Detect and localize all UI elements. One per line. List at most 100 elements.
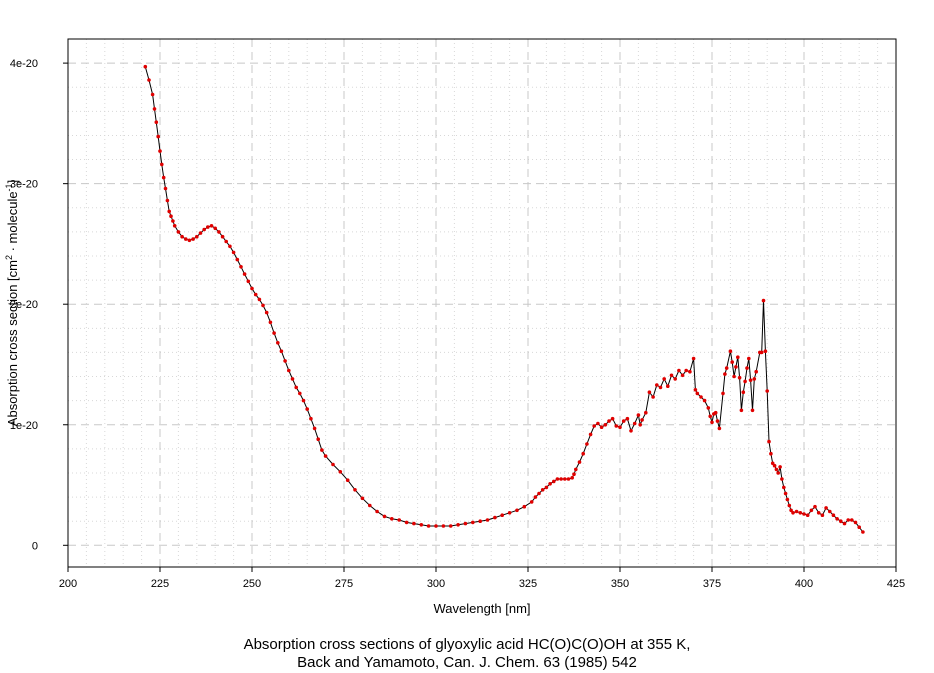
data-point	[180, 234, 184, 239]
data-point	[456, 523, 460, 527]
data-point	[750, 408, 755, 413]
data-point	[638, 423, 642, 427]
data-point	[360, 496, 365, 501]
data-point	[165, 198, 170, 203]
data-point	[390, 517, 394, 521]
data-point	[463, 521, 468, 526]
data-point	[448, 524, 453, 528]
x-tick-label: 300	[427, 578, 445, 590]
data-point	[846, 518, 850, 522]
data-point	[767, 439, 771, 444]
data-point	[730, 360, 734, 364]
data-point	[555, 477, 560, 481]
data-point	[688, 369, 692, 374]
data-point	[167, 209, 171, 214]
data-point	[163, 186, 168, 191]
data-point	[548, 482, 552, 486]
data-point	[625, 416, 630, 421]
data-point	[522, 504, 527, 509]
x-tick-label: 200	[59, 578, 77, 590]
data-point	[283, 359, 287, 363]
data-point	[734, 365, 738, 369]
data-point	[618, 425, 622, 430]
data-point	[152, 107, 157, 111]
data-point	[412, 521, 416, 526]
data-point	[759, 350, 764, 355]
data-point	[209, 224, 214, 228]
data-point	[375, 509, 379, 514]
data-point	[614, 424, 619, 428]
data-point	[739, 408, 744, 413]
data-point	[397, 518, 402, 522]
data-point	[636, 413, 641, 417]
data-point	[805, 513, 810, 517]
data-point	[741, 390, 746, 395]
data-point	[655, 383, 659, 387]
x-axis-ticks: 200 225 250 275 300 325 350 375 400 425	[59, 567, 905, 590]
chart-caption-line2: Back and Yamamoto, Can. J. Chem. 63 (198…	[297, 654, 637, 671]
series-glyoxylic-acid	[143, 64, 865, 534]
data-point	[831, 513, 836, 517]
data-point	[171, 219, 175, 223]
data-point	[577, 460, 582, 464]
data-point	[835, 517, 839, 521]
data-point	[629, 429, 633, 433]
data-point	[294, 385, 299, 390]
data-point	[272, 331, 276, 335]
data-point	[853, 520, 858, 525]
x-tick-label: 325	[519, 578, 537, 590]
plot-frame	[67, 38, 897, 568]
data-point	[798, 511, 803, 515]
data-point	[213, 226, 217, 231]
data-point	[143, 64, 148, 69]
data-point	[662, 377, 666, 381]
data-point	[794, 509, 799, 514]
data-point	[206, 225, 210, 229]
data-point	[154, 120, 159, 124]
x-tick-label: 225	[151, 578, 169, 590]
data-point	[290, 377, 295, 381]
y-tick-label: 2e-20	[10, 299, 38, 311]
data-point	[828, 509, 832, 514]
data-point	[224, 239, 228, 244]
data-point	[268, 320, 273, 325]
data-point	[419, 523, 424, 527]
data-point	[507, 511, 512, 515]
data-point	[789, 508, 793, 513]
data-point	[261, 303, 265, 308]
data-point	[231, 250, 236, 255]
data-point	[723, 372, 727, 376]
data-point	[515, 508, 519, 513]
data-point	[312, 426, 317, 431]
data-point	[708, 414, 712, 419]
data-point	[478, 519, 483, 523]
data-point	[769, 451, 773, 456]
data-point	[666, 384, 670, 389]
data-point	[782, 485, 786, 490]
data-point	[345, 478, 350, 483]
data-point	[239, 265, 243, 269]
data-point	[202, 227, 206, 232]
y-tick-label: 1e-20	[10, 420, 38, 432]
data-point	[276, 341, 280, 345]
data-point	[791, 511, 795, 515]
data-point	[338, 470, 343, 474]
data-point	[158, 149, 162, 153]
data-point	[160, 162, 164, 167]
data-point	[169, 214, 173, 218]
data-point	[156, 134, 160, 139]
data-point	[839, 519, 843, 523]
x-tick-label: 400	[795, 578, 813, 590]
data-point	[761, 298, 766, 303]
data-point	[693, 388, 698, 392]
chart: 200 225 250 275 300 325 350 375 400 425 0 1e-20 2e-…	[4, 38, 905, 616]
data-point	[581, 451, 585, 456]
data-point	[176, 230, 181, 234]
data-point	[537, 491, 541, 496]
data-point	[441, 524, 446, 528]
data-point	[607, 419, 611, 423]
data-point	[570, 476, 574, 480]
data-point	[713, 410, 718, 415]
data-point	[699, 395, 703, 399]
data-point	[161, 175, 166, 180]
